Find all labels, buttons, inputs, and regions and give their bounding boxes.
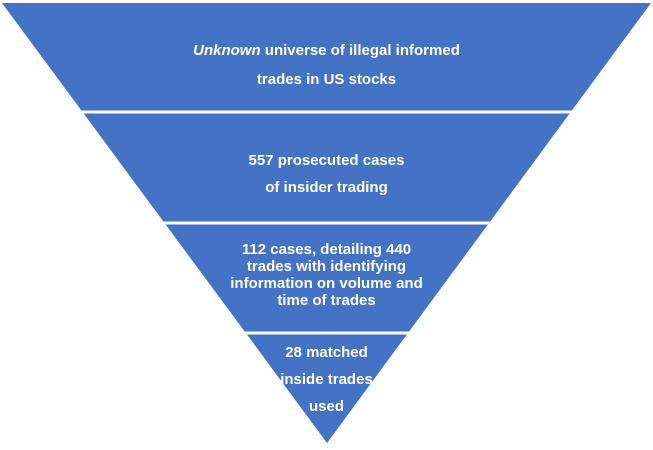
tier-1-line-1: Unknown universe of illegal informed	[150, 36, 503, 65]
tier-1-line-2: trades in US stocks	[256, 71, 397, 88]
tier-1-text: Unknown universe of illegal informed tra…	[150, 36, 503, 94]
tier-3-line-3: information on volume and	[230, 275, 423, 292]
tier-1-italic-word: Unknown	[193, 42, 261, 59]
tier-4-line-2: inside trades	[280, 371, 373, 388]
tier-3-line-2: trades with identifying	[246, 258, 407, 275]
tier-3-text: 112 cases, detailing 440 trades with ide…	[210, 241, 443, 309]
tier-3-line-4: time of trades	[277, 292, 376, 309]
tier-1-line-1-rest: universe of illegal informed	[260, 42, 460, 59]
tier-2-text: 557 prosecuted cases of insider trading	[180, 147, 473, 201]
tier-4-text: 28 matched inside trades used	[266, 339, 387, 420]
tier-2-line-1: 557 prosecuted cases	[248, 152, 405, 169]
tier-4-line-3: used	[308, 398, 344, 415]
tier-4-line-1: 28 matched	[285, 344, 368, 361]
tier-2-line-2: of insider trading	[265, 179, 388, 196]
tier-3-line-1: 112 cases, detailing 440	[241, 241, 412, 258]
